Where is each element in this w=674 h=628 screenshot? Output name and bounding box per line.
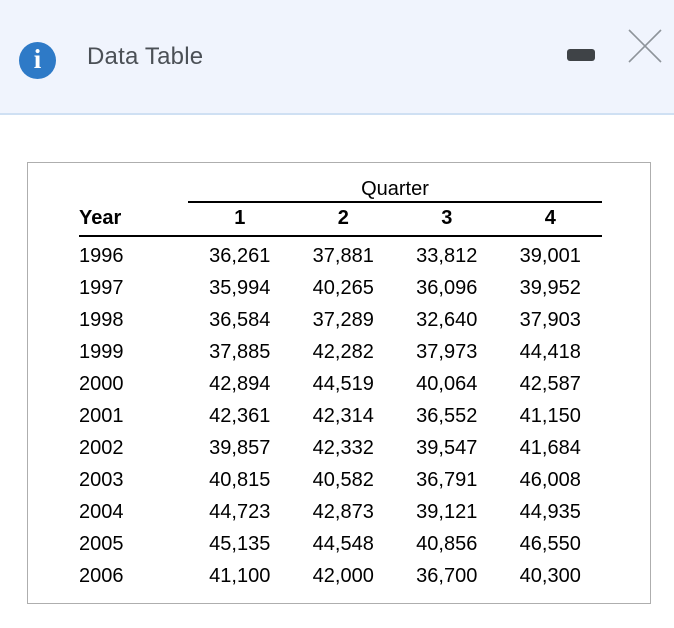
window-title: Data Table <box>87 42 204 70</box>
year-cell: 2000 <box>79 372 124 395</box>
year-cell: 2006 <box>79 564 124 587</box>
value-cell: 40,300 <box>519 564 581 587</box>
year-cell: 2005 <box>79 532 124 555</box>
value-cell: 40,064 <box>416 372 478 395</box>
value-cell: 40,582 <box>312 468 374 491</box>
value-cell: 42,361 <box>209 404 271 427</box>
table-row: 2003 40,815 40,582 36,791 46,008 <box>79 464 602 496</box>
value-cell: 42,873 <box>312 500 374 523</box>
year-cell: 2003 <box>79 468 124 491</box>
year-cell: 1996 <box>79 244 124 267</box>
value-cell: 36,261 <box>209 244 271 267</box>
value-cell: 42,894 <box>209 372 271 395</box>
quarter-3-header: 3 <box>395 202 499 237</box>
table-row: 2005 45,135 44,548 40,856 46,550 <box>79 528 602 560</box>
table-row: 2006 41,100 42,000 36,700 40,300 <box>79 560 602 592</box>
value-cell: 39,952 <box>519 276 581 299</box>
value-cell: 36,096 <box>416 276 478 299</box>
table-row: 2001 42,361 42,314 36,552 41,150 <box>79 400 602 432</box>
value-cell: 45,135 <box>209 532 271 555</box>
year-cell: 1998 <box>79 308 124 331</box>
value-cell: 46,550 <box>519 532 581 555</box>
table-row: 2000 42,894 44,519 40,064 42,587 <box>79 368 602 400</box>
value-cell: 32,640 <box>416 308 478 331</box>
table-row: 1998 36,584 37,289 32,640 37,903 <box>79 304 602 336</box>
year-column-header: Year <box>79 202 188 237</box>
column-header-row: Year 1 2 3 4 <box>79 202 602 237</box>
value-cell: 35,994 <box>209 276 271 299</box>
value-cell: 36,700 <box>416 564 478 587</box>
value-cell: 37,289 <box>312 308 374 331</box>
value-cell: 36,584 <box>209 308 271 331</box>
value-cell: 42,282 <box>312 340 374 363</box>
year-cell: 2004 <box>79 500 124 523</box>
value-cell: 44,548 <box>312 532 374 555</box>
quarter-4-header: 4 <box>498 202 602 237</box>
value-cell: 39,547 <box>416 436 478 459</box>
group-header-spacer <box>79 175 188 202</box>
value-cell: 40,856 <box>416 532 478 555</box>
data-panel: Quarter Year 1 2 3 4 1996 36,261 37,881 … <box>27 162 651 604</box>
minimize-icon[interactable] <box>567 48 595 61</box>
close-icon[interactable] <box>626 27 664 65</box>
value-cell: 41,100 <box>209 564 271 587</box>
value-cell: 39,857 <box>209 436 271 459</box>
value-cell: 42,314 <box>312 404 374 427</box>
value-cell: 39,121 <box>416 500 478 523</box>
value-cell: 41,684 <box>519 436 581 459</box>
value-cell: 44,935 <box>519 500 581 523</box>
value-cell: 42,000 <box>312 564 374 587</box>
table-row: 1996 36,261 37,881 33,812 39,001 <box>79 236 602 272</box>
value-cell: 36,552 <box>416 404 478 427</box>
value-cell: 37,973 <box>416 340 478 363</box>
value-cell: 46,008 <box>519 468 581 491</box>
table-row: 1999 37,885 42,282 37,973 44,418 <box>79 336 602 368</box>
quarter-group-header: Quarter <box>188 175 602 203</box>
value-cell: 42,332 <box>312 436 374 459</box>
value-cell: 33,812 <box>416 244 478 267</box>
quarter-1-header: 1 <box>188 202 292 237</box>
value-cell: 44,519 <box>312 372 374 395</box>
value-cell: 37,903 <box>519 308 581 331</box>
value-cell: 44,723 <box>209 500 271 523</box>
year-cell: 1997 <box>79 276 124 299</box>
value-cell: 37,885 <box>209 340 271 363</box>
table-row: 2002 39,857 42,332 39,547 41,684 <box>79 432 602 464</box>
value-cell: 40,815 <box>209 468 271 491</box>
year-cell: 2002 <box>79 436 124 459</box>
value-cell: 39,001 <box>519 244 581 267</box>
table-body: 1996 36,261 37,881 33,812 39,001 1997 35… <box>79 236 602 592</box>
table-row: 2004 44,723 42,873 39,121 44,935 <box>79 496 602 528</box>
data-table: Quarter Year 1 2 3 4 1996 36,261 37,881 … <box>79 175 602 592</box>
year-cell: 1999 <box>79 340 124 363</box>
value-cell: 41,150 <box>519 404 581 427</box>
value-cell: 36,791 <box>416 468 478 491</box>
value-cell: 40,265 <box>312 276 374 299</box>
value-cell: 44,418 <box>519 340 581 363</box>
info-icon-glyph: i <box>33 44 42 74</box>
year-cell: 2001 <box>79 404 124 427</box>
info-icon: i <box>19 42 56 79</box>
table-row: 1997 35,994 40,265 36,096 39,952 <box>79 272 602 304</box>
quarter-2-header: 2 <box>291 202 395 237</box>
value-cell: 37,881 <box>312 244 374 267</box>
value-cell: 42,587 <box>519 372 581 395</box>
group-header-row: Quarter <box>79 175 602 203</box>
titlebar: i Data Table <box>0 0 674 115</box>
